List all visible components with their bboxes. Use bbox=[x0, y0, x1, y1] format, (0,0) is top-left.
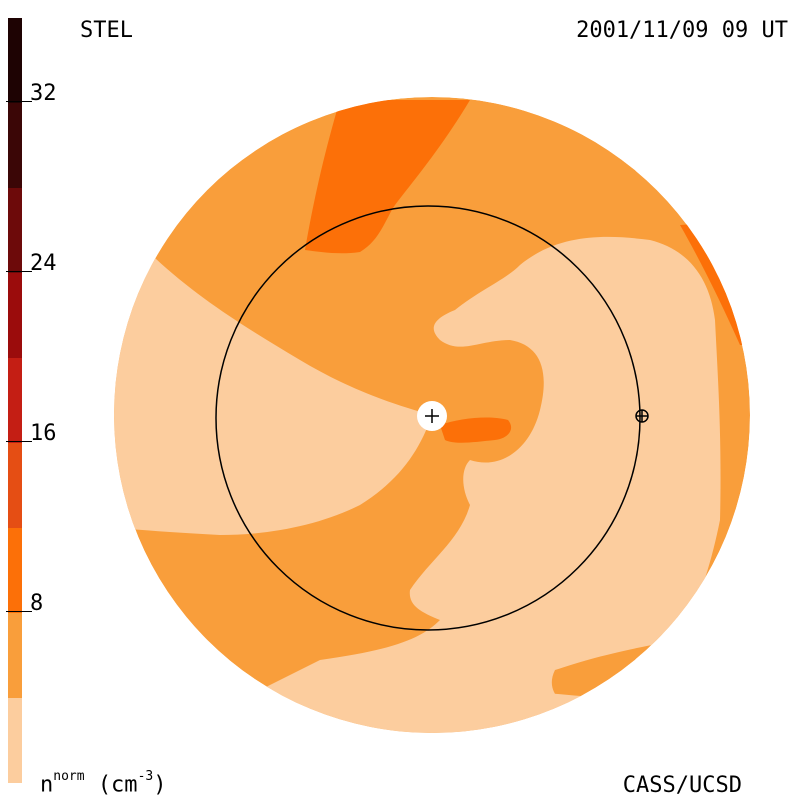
colorbar-tickmark bbox=[6, 101, 32, 102]
high-density-region bbox=[440, 417, 512, 443]
colorbar-tick-label: 8 bbox=[30, 591, 44, 616]
colorbar-band bbox=[8, 613, 22, 698]
colorbar-band bbox=[8, 18, 22, 103]
colorbar-band bbox=[8, 528, 22, 613]
colorbar-tick-label: 24 bbox=[30, 251, 57, 276]
credit-label: CASS/UCSD bbox=[622, 773, 742, 798]
unit-exponent: -3 bbox=[137, 769, 154, 784]
high-density-region bbox=[305, 100, 470, 254]
colorbar-tick-label: 32 bbox=[30, 81, 57, 106]
unit-open: (cm bbox=[97, 772, 138, 798]
unit-symbol: n bbox=[40, 772, 54, 798]
colorbar-tickmark bbox=[6, 271, 32, 272]
unit-superscript: norm bbox=[53, 769, 85, 784]
colorbar-tickmark bbox=[6, 441, 32, 442]
light-density-region bbox=[114, 255, 432, 535]
unit-label: nnorm (cm-3) bbox=[40, 770, 167, 798]
colorbar-tick-label: 16 bbox=[30, 421, 57, 446]
timestamp-label: 2001/11/09 09 UT bbox=[576, 18, 788, 43]
instrument-label: STEL bbox=[80, 18, 133, 43]
colorbar-band bbox=[8, 273, 22, 358]
colorbar-band bbox=[8, 443, 22, 528]
colorbar-band bbox=[8, 103, 22, 188]
colorbar-tickmark bbox=[6, 611, 32, 612]
colorbar-band bbox=[8, 698, 22, 783]
colorbar-band bbox=[8, 188, 22, 273]
unit-close: ) bbox=[153, 772, 167, 798]
earth-orbit bbox=[215, 205, 641, 631]
light-density-region bbox=[114, 689, 750, 733]
density-colorbar bbox=[8, 18, 22, 783]
light-density-region bbox=[260, 236, 721, 732]
colorbar-band bbox=[8, 358, 22, 443]
